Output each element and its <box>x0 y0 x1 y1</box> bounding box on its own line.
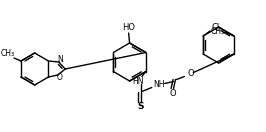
Text: NH: NH <box>153 80 164 89</box>
Text: O: O <box>169 89 176 98</box>
Text: HN: HN <box>132 77 144 86</box>
Text: CH₃: CH₃ <box>1 50 15 58</box>
Text: O: O <box>57 74 63 82</box>
Text: O: O <box>187 69 194 78</box>
Text: CH₃: CH₃ <box>211 27 225 36</box>
Text: HO: HO <box>122 22 135 32</box>
Text: Cl: Cl <box>212 23 220 32</box>
Text: N: N <box>57 55 63 63</box>
Text: S: S <box>138 102 144 111</box>
